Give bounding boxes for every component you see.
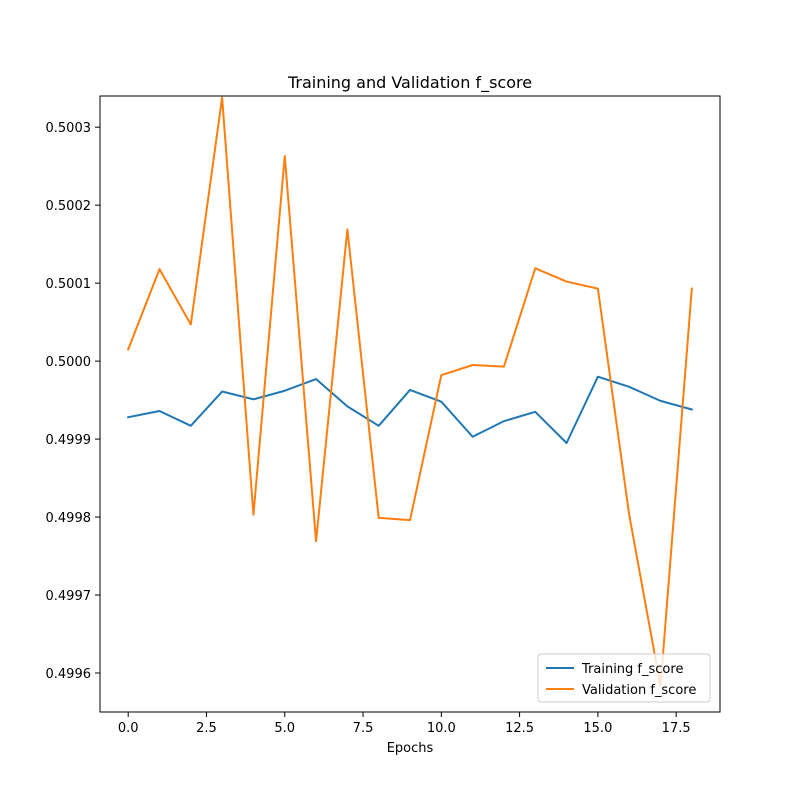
x-tick-label: 2.5 bbox=[196, 721, 217, 736]
y-tick-label: 0.5001 bbox=[46, 277, 92, 292]
x-tick-label: 10.0 bbox=[427, 721, 456, 736]
x-tick-label: 15.0 bbox=[583, 721, 612, 736]
y-axis-ticks: 0.4996 0.4997 0.4998 0.4999 0.5000 0.5001 0.50… bbox=[46, 121, 100, 682]
x-tick-label: 17.5 bbox=[662, 721, 691, 736]
y-tick-label: 0.5000 bbox=[46, 355, 92, 370]
legend: Training f_score Validation f_score bbox=[537, 653, 711, 703]
chart-title: Training and Validation f_score bbox=[287, 73, 532, 93]
legend-box bbox=[537, 653, 711, 703]
x-tick-label: 12.5 bbox=[505, 721, 534, 736]
axes-frame bbox=[99, 95, 721, 713]
legend-label-0: Training f_score bbox=[581, 662, 683, 677]
plot-area bbox=[99, 95, 721, 713]
y-tick-label: 0.4997 bbox=[46, 589, 92, 604]
y-tick-label: 0.4996 bbox=[46, 667, 92, 682]
x-tick-label: 5.0 bbox=[274, 721, 295, 736]
legend-label-1: Validation f_score bbox=[582, 683, 696, 698]
series-line-0 bbox=[127, 375, 694, 444]
x-tick-label: 7.5 bbox=[353, 721, 374, 736]
y-tick-label: 0.5003 bbox=[46, 121, 92, 136]
series-line-1 bbox=[126, 96, 693, 688]
y-tick-label: 0.5002 bbox=[46, 199, 92, 214]
y-tick-label: 0.4999 bbox=[46, 433, 92, 448]
x-axis-label: Epochs bbox=[387, 741, 434, 756]
x-tick-label: 0.0 bbox=[118, 721, 139, 736]
y-tick-label: 0.4998 bbox=[46, 511, 92, 526]
x-axis-ticks: 0.0 2.5 5.0 7.5 10.0 12.5 15.0 17.5 bbox=[118, 712, 691, 736]
